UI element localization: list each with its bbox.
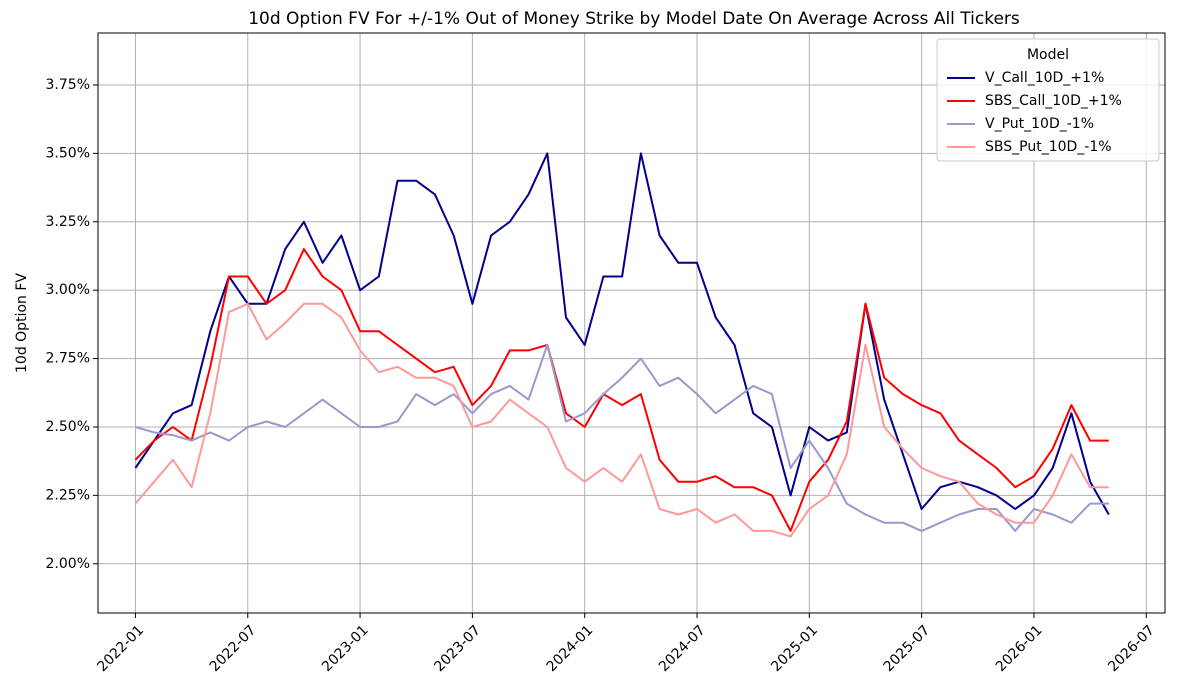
y-tick-label: 3.00% (46, 282, 90, 298)
legend-title: Model (1027, 47, 1069, 63)
y-tick-label: 2.00% (46, 556, 90, 572)
series-line (134, 248, 1109, 532)
x-tick-label: 2024-01 (544, 622, 597, 675)
x-tick-label: 2022-07 (207, 622, 260, 675)
legend-label: V_Put_10D_-1% (985, 116, 1094, 132)
y-tick-label: 2.75% (46, 351, 90, 367)
legend-label: V_Call_10D_+1% (985, 70, 1104, 86)
x-tick-label: 2022-01 (94, 622, 147, 675)
y-tick-label: 3.75% (46, 77, 90, 93)
series-line (135, 343, 1109, 532)
x-tick-label: 2023-01 (319, 622, 372, 675)
plot-frame (97, 32, 1166, 614)
y-tick-label: 2.25% (46, 487, 90, 503)
series-line (134, 302, 1109, 538)
y-tick-label: 3.50% (46, 145, 90, 161)
x-tick-label: 2025-07 (881, 622, 934, 675)
legend-box (936, 38, 1160, 162)
chart-title: 10d Option FV For +/-1% Out of Money Str… (248, 9, 1020, 29)
legend-label: SBS_Call_10D_+1% (985, 93, 1122, 109)
x-tick-label: 2026-07 (1105, 622, 1158, 675)
series-line (134, 152, 1110, 515)
x-tick-label: 2025-01 (768, 622, 821, 675)
y-tick-label: 2.50% (46, 419, 90, 435)
x-tick-label: 2026-01 (993, 622, 1046, 675)
y-tick-label: 3.25% (46, 214, 90, 230)
x-tick-label: 2023-07 (431, 622, 484, 675)
x-tick-label: 2024-07 (656, 622, 709, 675)
y-axis-label: 10d Option FV (14, 273, 30, 373)
legend-label: SBS_Put_10D_-1% (985, 139, 1112, 155)
